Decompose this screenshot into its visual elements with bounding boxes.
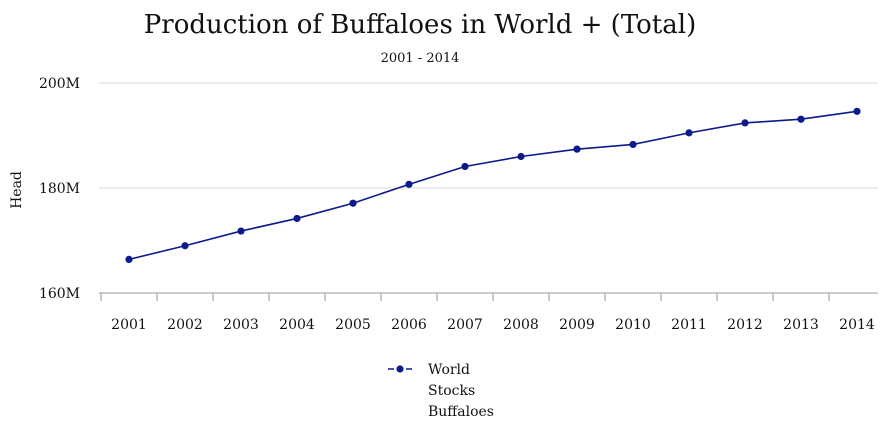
data-point[interactable] bbox=[181, 242, 189, 250]
data-point[interactable] bbox=[629, 140, 637, 149]
x-tick-label: 2004 bbox=[279, 317, 315, 333]
y-tick-label: 160M bbox=[39, 286, 80, 302]
x-tick-label: 2011 bbox=[671, 317, 707, 333]
legend[interactable]: World Stocks Buffaloes bbox=[388, 362, 494, 420]
x-tick-label: 2005 bbox=[335, 317, 371, 333]
x-tick-label: 2014 bbox=[839, 317, 875, 333]
data-point[interactable] bbox=[573, 145, 581, 153]
legend-label-line-2: Stocks bbox=[428, 383, 475, 399]
chart-subtitle: 2001 - 2014 bbox=[381, 51, 460, 66]
x-tick-label: 2007 bbox=[447, 317, 483, 333]
x-tick-label: 2012 bbox=[727, 317, 763, 333]
x-tick-label: 2006 bbox=[391, 317, 427, 333]
y-tick-label: 180M bbox=[39, 181, 80, 197]
y-axis-label: Head bbox=[9, 171, 25, 209]
legend-label-line-3: Buffaloes bbox=[428, 404, 494, 420]
grid-lines bbox=[99, 82, 878, 189]
x-tick-label: 2001 bbox=[111, 317, 147, 333]
series-line bbox=[128, 110, 858, 261]
data-point[interactable] bbox=[237, 227, 245, 235]
data-point[interactable] bbox=[125, 255, 133, 263]
data-point[interactable] bbox=[293, 214, 301, 223]
x-axis-ticks: 2001 2002 2003 2004 2005 2006 2007 2008 2009 2010… bbox=[111, 317, 875, 333]
legend-label-line-1: World bbox=[428, 362, 470, 378]
x-tick-label: 2013 bbox=[783, 317, 819, 333]
x-tick-label: 2010 bbox=[615, 317, 651, 333]
chart-title: Production of Buffaloes in World + (Tota… bbox=[144, 10, 696, 40]
series-world-stocks-buffaloes bbox=[125, 107, 861, 263]
x-tick-label: 2002 bbox=[167, 317, 203, 333]
data-point[interactable] bbox=[517, 152, 525, 161]
y-tick-label: 200M bbox=[39, 76, 80, 92]
data-point[interactable] bbox=[685, 129, 693, 137]
data-point[interactable] bbox=[461, 162, 469, 171]
data-point[interactable] bbox=[741, 119, 749, 127]
legend-marker bbox=[396, 365, 404, 373]
data-point[interactable] bbox=[349, 199, 357, 207]
x-tick-label: 2009 bbox=[559, 317, 595, 333]
x-tick-label: 2008 bbox=[503, 317, 539, 333]
data-point[interactable] bbox=[405, 180, 413, 188]
x-axis bbox=[99, 292, 878, 301]
x-tick-label: 2003 bbox=[223, 317, 259, 333]
data-point[interactable] bbox=[853, 107, 861, 115]
y-axis-ticks: 160M 180M 200M bbox=[39, 76, 80, 302]
data-point[interactable] bbox=[797, 115, 805, 123]
